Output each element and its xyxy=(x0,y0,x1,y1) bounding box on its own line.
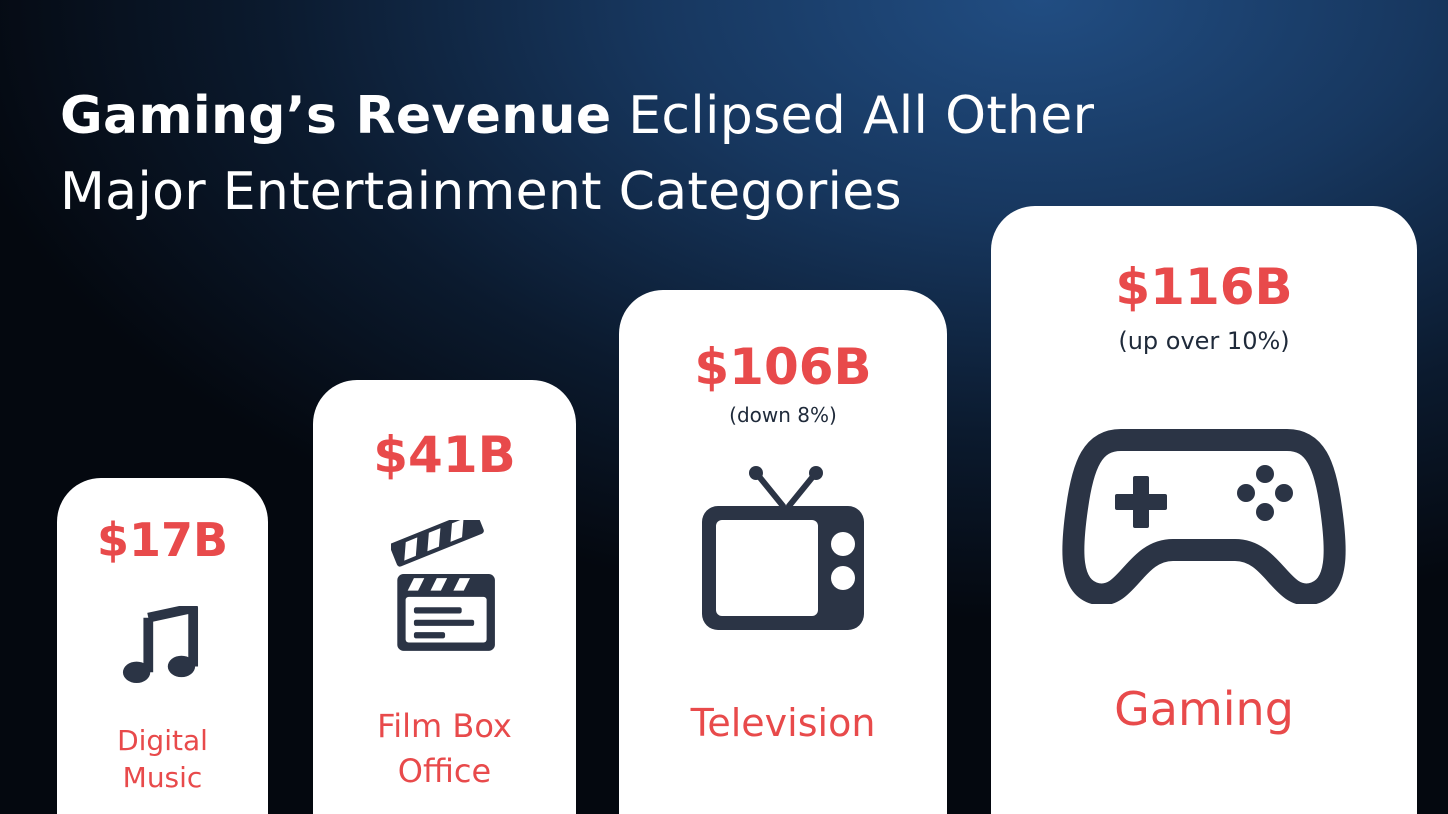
page-title: Gaming’s Revenue Eclipsed All Other Majo… xyxy=(60,78,1210,230)
bar-value-label: $106B xyxy=(694,338,872,396)
label-line: Gaming xyxy=(1114,682,1294,736)
bar-value-label: $41B xyxy=(373,426,516,484)
bar-note: (up over 10%) xyxy=(1118,327,1290,355)
bar-value-label: $116B xyxy=(1115,258,1293,316)
bar-value-label: $17B xyxy=(96,513,229,567)
title-rest: Eclipsed All Other Major Entertainment C… xyxy=(60,86,1095,222)
bar-category-label: Film Box Office xyxy=(313,704,576,794)
bar-category-label: Gaming xyxy=(991,682,1417,736)
bar-note: (down 8%) xyxy=(729,403,837,427)
bar-film-box-office: $41B Film Box Office xyxy=(313,380,576,814)
label-line: Digital xyxy=(117,724,208,757)
clapperboard-icon xyxy=(391,520,495,651)
label-line: Office xyxy=(397,752,492,790)
bar-digital-music: $17B Digital Music xyxy=(57,478,268,814)
label-line: Television xyxy=(690,701,876,745)
bar-television: $106B (down 8%) Television xyxy=(619,290,947,814)
label-line: Music xyxy=(122,761,203,794)
title-bold: Gaming’s Revenue xyxy=(60,86,612,146)
bar-category-label: Television xyxy=(619,700,947,746)
bar-gaming: $116B (up over 10%) Gaming xyxy=(991,206,1417,814)
label-line: Film Box xyxy=(377,707,512,745)
game-controller-icon xyxy=(1062,429,1346,604)
music-note-icon xyxy=(122,606,199,684)
television-icon xyxy=(702,466,864,630)
bar-category-label: Digital Music xyxy=(57,722,268,796)
